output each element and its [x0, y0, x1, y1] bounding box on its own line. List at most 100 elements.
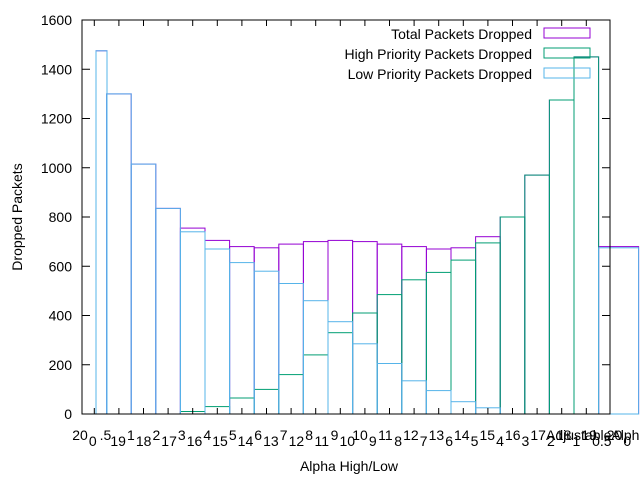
x-tick-label-42: 20: [607, 427, 623, 443]
x-tick-label-40: 19: [581, 427, 597, 443]
bar-total-packets-dropped-9: [302, 241, 329, 415]
bar-high-priority-packets-dropped-16: [475, 242, 501, 415]
x-tick-label-36: 17: [530, 427, 546, 443]
bar-high-priority-packets-dropped-11: [352, 312, 378, 415]
bar-high-priority-packets-dropped-20: [573, 56, 600, 415]
x-tick-label-37: 2: [547, 433, 555, 449]
x-tick-label-14: 6: [254, 427, 262, 443]
x-tick-label-26: 12: [403, 427, 419, 443]
bar-total-packets-dropped-6: [229, 246, 255, 415]
bar-low-priority-packets-dropped-10: [327, 321, 354, 415]
x-tick-label-18: 8: [305, 427, 313, 443]
bars-layer: [95, 50, 640, 415]
x-tick-label-41: 0.5: [592, 433, 612, 449]
bar-low-priority-packets-dropped-11: [352, 343, 378, 415]
x-tick-label-17: 12: [289, 433, 305, 449]
bar-total-packets-dropped-13: [401, 246, 427, 415]
bar-low-priority-packets-dropped-1: [106, 93, 132, 415]
bar-total-packets-dropped-21: [598, 246, 640, 415]
y-tick-label-1: 200: [49, 357, 73, 373]
y-tick-label-2: 400: [49, 308, 73, 324]
bar-total-packets-dropped-15: [450, 247, 477, 415]
x-tick-label-8: 3: [178, 427, 186, 443]
bar-low-priority-packets-dropped-9: [302, 300, 329, 415]
y-tick-label-5: 1000: [41, 160, 72, 176]
bar-total-packets-dropped-14: [425, 248, 452, 415]
bar-low-priority-packets-dropped-6: [229, 262, 255, 415]
x-tick-label-5: 18: [136, 433, 152, 449]
x-tick-label-39: 1: [572, 433, 580, 449]
x-tick-label-29: 6: [445, 433, 453, 449]
x-tick-label-3: 19: [110, 433, 126, 449]
x-tick-label-12: 5: [229, 427, 237, 443]
bar-total-packets-dropped-11: [352, 241, 378, 415]
bar-low-priority-packets-dropped-21: [598, 247, 640, 415]
x-tick-label-20: 9: [331, 427, 339, 443]
bar-low-priority-packets-dropped-0: [95, 50, 108, 415]
x-tick-label-19: 11: [315, 433, 330, 449]
x-tick-label-13: 14: [238, 433, 254, 449]
bar-low-priority-packets-dropped-3: [155, 207, 181, 415]
bar-low-priority-packets-dropped-4: [179, 231, 206, 415]
y-tick-label-4: 800: [49, 209, 73, 225]
legend: Total Packets Dropped High Priority Packe…: [344, 26, 591, 82]
x-tick-label-44: AdjustableAlpha: [546, 427, 640, 443]
x-tick-label-34: 16: [505, 427, 521, 443]
bar-low-priority-packets-dropped-5: [204, 248, 231, 415]
bar-total-packets-dropped-17: [499, 216, 526, 415]
bar-high-priority-packets-dropped-14: [425, 271, 452, 415]
bar-total-packets-dropped-8: [278, 243, 304, 415]
legend-label-2: Low Priority Packets Dropped: [348, 66, 532, 82]
bar-total-packets-dropped-3: [155, 207, 181, 415]
legend-swatch-0: [543, 27, 591, 39]
bar-high-priority-packets-dropped-10: [327, 332, 354, 415]
x-tick-label-2: .5: [100, 427, 112, 443]
y-tick-label-0: 0: [64, 406, 72, 422]
bar-high-priority-packets-dropped-13: [401, 279, 427, 415]
y-tick-label-7: 1400: [41, 61, 72, 77]
bar-high-priority-packets-dropped-18: [524, 174, 550, 415]
x-tick-label-32: 15: [479, 427, 495, 443]
bar-high-priority-packets-dropped-17: [499, 216, 526, 415]
bar-low-priority-packets-dropped-8: [278, 283, 304, 415]
x-tick-label-16: 7: [280, 427, 288, 443]
bar-total-packets-dropped-2: [130, 163, 157, 415]
y-axis-label: Dropped Packets: [9, 163, 25, 270]
x-tick-label-9: 16: [187, 433, 203, 449]
x-tick-label-27: 7: [420, 433, 428, 449]
bar-low-priority-packets-dropped-7: [253, 270, 280, 415]
y-tick-label-6: 1200: [41, 111, 72, 127]
x-tick-label-28: 13: [429, 427, 445, 443]
bar-total-packets-dropped-16: [475, 236, 501, 415]
bar-low-priority-packets-dropped-12: [376, 363, 403, 415]
bar-total-packets-dropped-0: [95, 50, 108, 415]
x-tick-label-33: 4: [496, 433, 504, 449]
legend-label-1: High Priority Packets Dropped: [344, 46, 532, 62]
x-tick-label-31: 5: [471, 433, 479, 449]
x-tick-label-11: 15: [212, 433, 228, 449]
x-tick-label-23: 9: [369, 433, 377, 449]
x-tick-label-4: 1: [127, 427, 135, 443]
x-tick-label-7: 17: [161, 433, 177, 449]
x-tick-label-25: 8: [394, 433, 402, 449]
legend-swatch-1: [543, 47, 591, 59]
x-tick-label-1: 0: [89, 433, 97, 449]
x-tick-label-43: 0: [623, 433, 631, 449]
bar-total-packets-dropped-1: [106, 93, 132, 415]
bar-total-packets-dropped-4: [179, 227, 206, 415]
x-tick-label-6: 2: [152, 427, 160, 443]
y-tick-label-8: 1600: [41, 12, 72, 28]
x-tick-label-10: 4: [203, 427, 211, 443]
bar-high-priority-packets-dropped-9: [302, 354, 329, 415]
y-tick-label-3: 600: [49, 258, 73, 274]
bar-high-priority-packets-dropped-19: [548, 99, 575, 415]
bar-total-packets-dropped-10: [327, 239, 354, 415]
bar-high-priority-packets-dropped-12: [376, 294, 403, 415]
x-tick-label-35: 3: [522, 433, 530, 449]
x-tick-label-24: 11: [378, 427, 393, 443]
x-tick-label-21: 10: [339, 433, 355, 449]
legend-label-0: Total Packets Dropped: [391, 26, 532, 42]
x-tick-label-38: 18: [556, 427, 572, 443]
x-tick-label-0: 20: [72, 427, 88, 443]
